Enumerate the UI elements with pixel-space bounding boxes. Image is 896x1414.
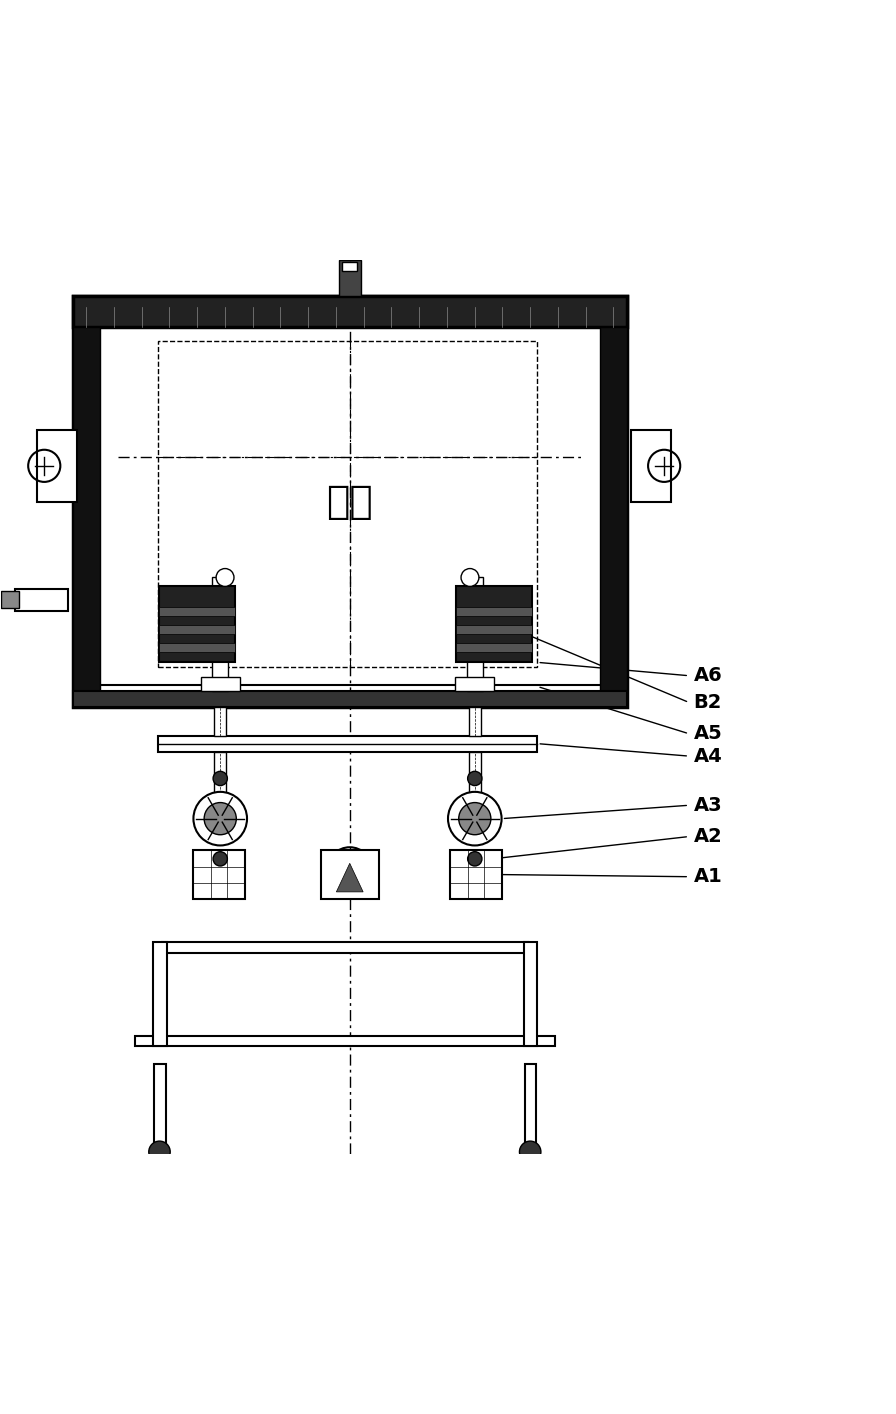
- Circle shape: [461, 568, 478, 587]
- Bar: [469, 752, 481, 837]
- Bar: [525, 1065, 537, 1145]
- Bar: [456, 607, 531, 617]
- Bar: [37, 430, 77, 502]
- Bar: [456, 625, 531, 633]
- Bar: [631, 430, 671, 502]
- Bar: [212, 577, 228, 691]
- Bar: [339, 260, 361, 296]
- Bar: [73, 296, 626, 328]
- Circle shape: [459, 803, 491, 834]
- Bar: [467, 577, 483, 691]
- Bar: [469, 707, 481, 735]
- Circle shape: [213, 851, 228, 865]
- Circle shape: [468, 771, 482, 786]
- Circle shape: [448, 792, 502, 846]
- Text: A1: A1: [694, 867, 722, 887]
- Bar: [194, 850, 246, 899]
- Bar: [15, 588, 68, 611]
- Circle shape: [213, 771, 228, 786]
- Bar: [73, 296, 626, 707]
- Text: B2: B2: [694, 693, 722, 713]
- Bar: [158, 341, 538, 667]
- Bar: [158, 735, 538, 752]
- Bar: [450, 850, 502, 899]
- Bar: [456, 587, 531, 662]
- Bar: [135, 1035, 556, 1046]
- Bar: [214, 707, 227, 735]
- Bar: [162, 942, 529, 953]
- Circle shape: [204, 803, 237, 834]
- Bar: [154, 1065, 166, 1145]
- Bar: [201, 677, 240, 691]
- Text: A6: A6: [694, 666, 722, 686]
- Bar: [456, 643, 531, 652]
- Bar: [73, 691, 626, 707]
- Bar: [159, 587, 236, 662]
- Bar: [153, 942, 167, 1046]
- Bar: [214, 752, 227, 837]
- Text: 工件: 工件: [326, 482, 373, 520]
- Text: A3: A3: [694, 796, 722, 814]
- Bar: [159, 643, 236, 652]
- Bar: [73, 328, 99, 707]
- Text: A5: A5: [694, 724, 722, 744]
- Text: A2: A2: [694, 827, 722, 846]
- Bar: [455, 677, 495, 691]
- Polygon shape: [336, 864, 363, 892]
- Bar: [524, 942, 538, 1046]
- Bar: [342, 262, 358, 271]
- Circle shape: [216, 568, 234, 587]
- Bar: [159, 625, 236, 633]
- Text: A4: A4: [694, 747, 722, 765]
- Bar: [321, 850, 379, 899]
- Circle shape: [149, 1141, 170, 1162]
- Bar: [159, 607, 236, 617]
- Circle shape: [520, 1141, 541, 1162]
- Circle shape: [194, 792, 247, 846]
- Bar: [2, 591, 19, 608]
- Circle shape: [468, 851, 482, 865]
- Bar: [95, 318, 604, 684]
- Bar: [599, 328, 626, 707]
